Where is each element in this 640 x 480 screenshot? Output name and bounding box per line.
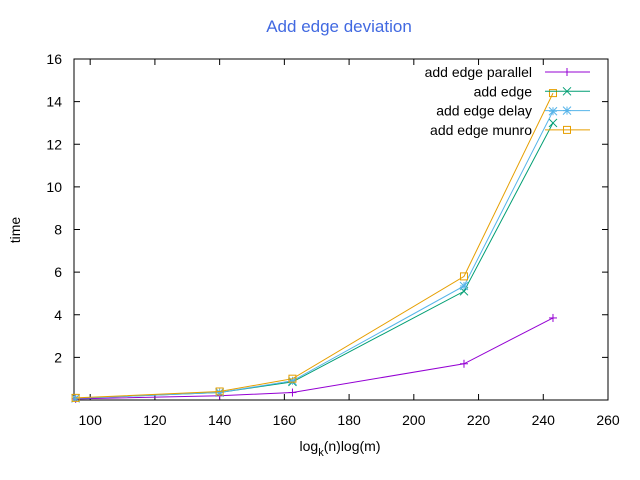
y-tick-label: 14	[46, 94, 62, 110]
x-axis-title: logk(n)log(m)	[300, 438, 381, 459]
x-tick-label: 100	[79, 412, 103, 428]
data-point	[549, 119, 557, 127]
x-tick-label: 220	[467, 412, 491, 428]
x-tick-label: 240	[532, 412, 556, 428]
series-add-edge	[72, 119, 557, 402]
x-axis-title-base: log	[300, 438, 319, 454]
chart-title: Add edge deviation	[266, 17, 412, 36]
x-tick-label: 200	[402, 412, 426, 428]
legend: add edge parallel add edge add edge delay a…	[425, 64, 590, 138]
x-tick-label: 260	[596, 412, 620, 428]
series-add-edge-delay	[72, 107, 557, 402]
legend-label: add edge munro	[430, 122, 532, 138]
legend-label: add edge	[474, 83, 533, 99]
series-line	[76, 318, 553, 399]
y-tick-label: 16	[46, 51, 62, 67]
y-tick-label: 2	[54, 349, 62, 365]
x-tick-label: 120	[143, 412, 167, 428]
series-line	[76, 93, 553, 398]
x-tick-label: 140	[208, 412, 232, 428]
data-point	[288, 377, 296, 385]
y-tick-label: 12	[46, 136, 62, 152]
legend-label: add edge delay	[436, 103, 532, 119]
series-add-edge-parallel	[72, 314, 557, 403]
y-tick-label: 8	[54, 222, 62, 238]
x-tick-label: 180	[337, 412, 361, 428]
legend-marker	[563, 68, 571, 76]
x-tick-label: 160	[273, 412, 297, 428]
y-axis-title: time	[7, 217, 23, 244]
data-point	[288, 389, 296, 397]
data-point	[549, 107, 557, 115]
legend-marker	[563, 107, 571, 115]
y-tick-label: 4	[54, 307, 62, 323]
series-line	[76, 123, 553, 398]
x-axis: 100 120 140 160 180 200 220 240 260	[79, 59, 620, 428]
legend-label: add edge parallel	[425, 64, 532, 80]
data-point	[460, 282, 468, 290]
y-tick-label: 6	[54, 264, 62, 280]
x-axis-title-rest: (n)log(m)	[324, 438, 381, 454]
data-point	[460, 360, 468, 368]
data-point	[549, 314, 557, 322]
y-tick-label: 10	[46, 179, 62, 195]
